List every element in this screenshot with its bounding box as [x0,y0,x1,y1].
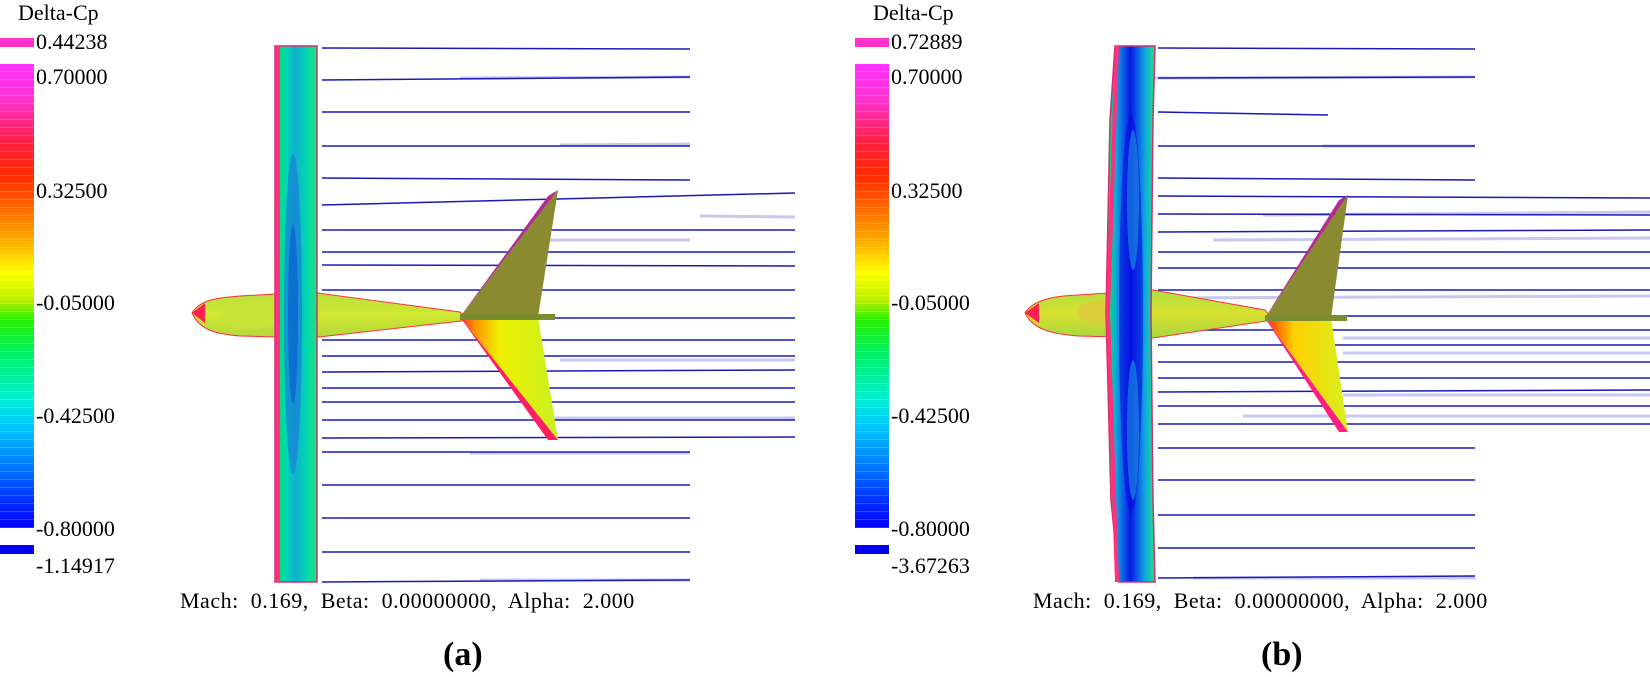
colorbar-tick: -0.05000 [891,290,970,315]
colorbar-min-value: -1.14917 [36,553,115,578]
panel-label: (b) [1261,636,1303,673]
colorbar-title: Delta-Cp [873,0,954,25]
flight-conditions: Mach: 0.169, Beta: 0.00000000, Alpha: 2.… [180,588,635,613]
wake-lines [1152,75,1650,580]
colorbar-max-value: 0.72889 [891,29,963,54]
flight-conditions: Mach: 0.169, Beta: 0.00000000, Alpha: 2.… [1033,588,1488,613]
colorbar [0,64,34,528]
aircraft [191,45,558,583]
colorbar-tick: 0.32500 [891,178,963,203]
aircraft [1024,45,1348,583]
colorbar-tick: 0.32500 [36,178,108,203]
panel-b: Delta-Cp 0.72889 0.70000 0.32500 -0.0500… [853,0,1650,677]
min-swatch [855,545,889,554]
streamlines [1157,47,1650,579]
panel-a: Delta-Cp 0.44238 0.70000 0.32500 -0.0500… [0,0,796,673]
colorbar-tick: -0.80000 [36,516,115,541]
aircraft-flow-visualization [191,45,796,583]
colorbar-min-value: -3.67263 [891,553,970,578]
panel-label: (a) [443,636,483,673]
min-swatch [0,545,34,554]
colorbar [855,64,889,528]
colorbar-tick: 0.70000 [36,64,108,89]
colorbar-title: Delta-Cp [18,0,99,25]
colorbar-tick: -0.42500 [36,403,115,428]
aircraft-flow-visualization [1024,45,1650,583]
colorbar-tick: 0.70000 [891,64,963,89]
colorbar-tick: -0.80000 [891,516,970,541]
streamlines [321,47,796,583]
max-swatch [855,38,889,47]
colorbar-max-value: 0.44238 [36,29,108,54]
colorbar-tick: -0.05000 [36,290,115,315]
colorbar-tick: -0.42500 [891,403,970,428]
max-swatch [0,38,34,47]
